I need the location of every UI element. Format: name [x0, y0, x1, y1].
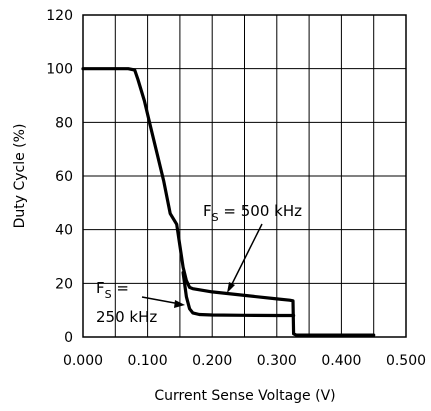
x-tick-label: 0.000	[63, 353, 103, 369]
x-axis-title: Current Sense Voltage (V)	[154, 388, 335, 404]
y-tick-label: 60	[55, 169, 73, 185]
y-tick-label: 20	[55, 276, 73, 292]
annotation-500khz-sub: S	[212, 211, 219, 224]
plot-frame	[82, 14, 407, 338]
y-tick-label: 40	[55, 223, 73, 239]
y-tick-label: 120	[46, 8, 73, 24]
annotation-250khz-line2: 250 kHz	[96, 308, 157, 326]
x-tick-label: 0.500	[386, 353, 426, 369]
x-tick-label: 0.200	[192, 353, 232, 369]
y-tick-label: 0	[64, 330, 73, 346]
annotation-250khz-text: =	[112, 279, 129, 297]
y-axis-ticks: 0 20 40 60 80 100 120	[46, 8, 73, 346]
annotation-500khz-arrowhead	[227, 282, 235, 293]
annotation-500khz-pointer	[229, 223, 263, 289]
x-tick-label: 0.400	[321, 353, 361, 369]
y-tick-label: 100	[46, 62, 73, 78]
x-tick-label: 0.100	[128, 353, 168, 369]
annotation-250khz-sub: S	[105, 288, 112, 301]
annotation-250khz-pointer	[141, 296, 181, 305]
series-line-1	[181, 271, 296, 318]
annotation-500khz-main: F	[203, 202, 212, 220]
x-tick-label: 0.300	[257, 353, 297, 369]
series-group	[81, 67, 376, 337]
y-tick-label: 80	[55, 115, 73, 131]
series-line-0	[81, 67, 376, 337]
annotation-250khz-arrowhead	[174, 300, 185, 308]
annotation-250khz: FS =	[96, 279, 129, 301]
x-axis-ticks: 0.000 0.100 0.200 0.300 0.400 0.500	[63, 353, 426, 369]
annotation-250khz-main: F	[96, 279, 105, 297]
annotation-500khz: FS = 500 kHz	[203, 202, 302, 224]
y-axis-title: Duty Cycle (%)	[12, 124, 28, 229]
annotation-500khz-text: = 500 kHz	[219, 202, 302, 220]
grid	[82, 14, 407, 338]
